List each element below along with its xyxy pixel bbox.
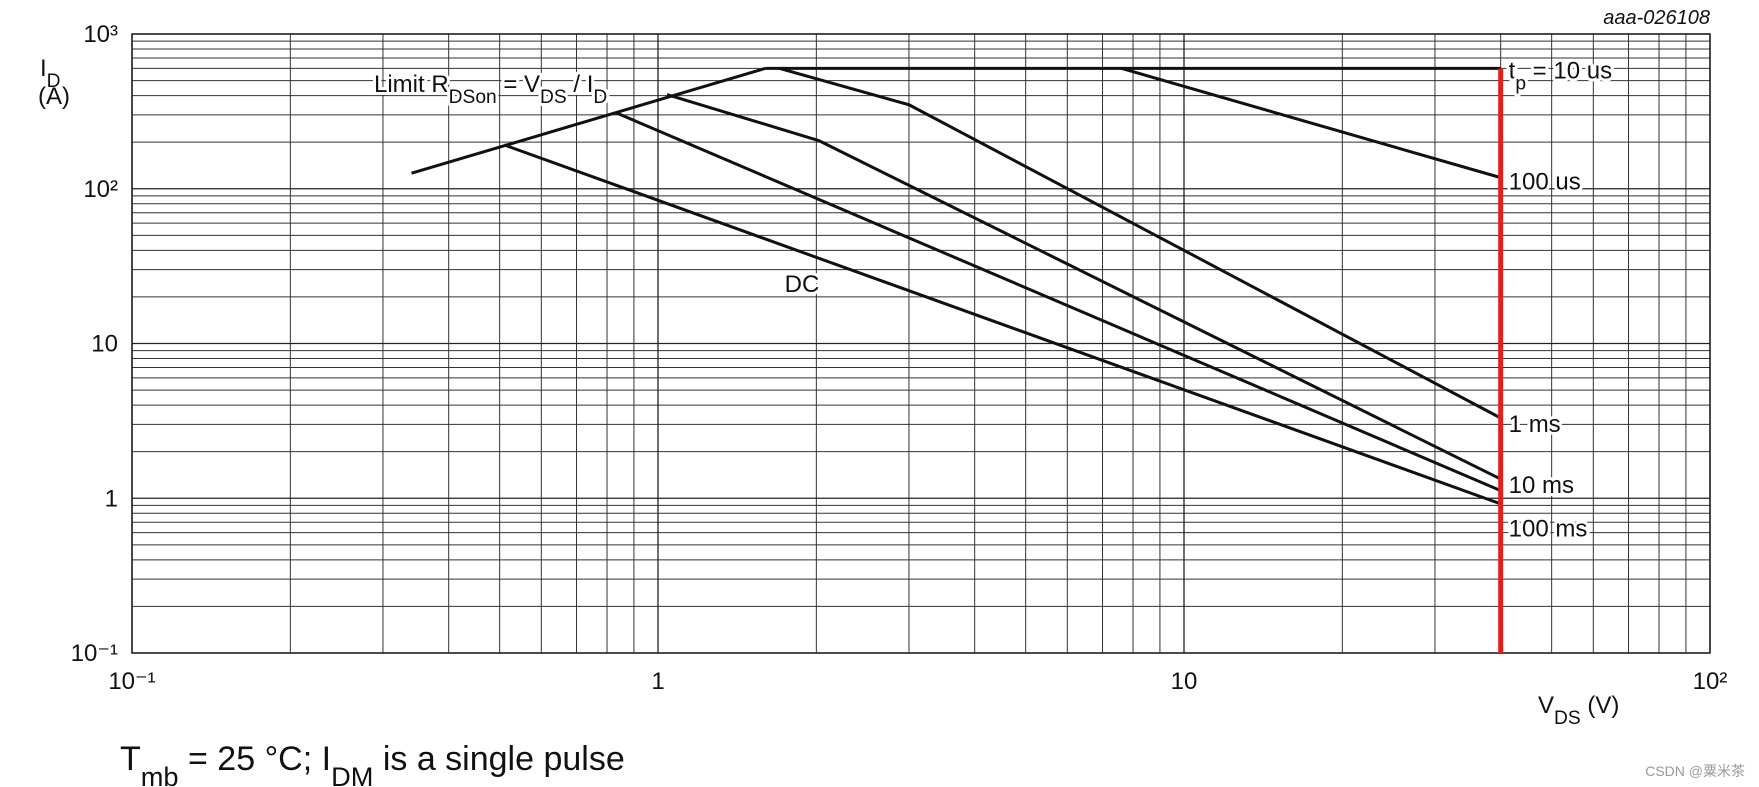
- series-label-part: p: [1515, 73, 1526, 94]
- y-tick-label: 1: [105, 485, 118, 512]
- x-axis-label: VDS (V): [1538, 692, 1619, 729]
- series-line: [503, 143, 1502, 506]
- limit-label-part: = V: [497, 71, 540, 98]
- series-label: 100 us: [1509, 169, 1581, 196]
- limit-label-part: DS: [540, 87, 567, 108]
- series-line: [666, 93, 1502, 481]
- y-tick-label: 10⁻¹: [71, 640, 118, 667]
- caption: Tmb = 25 °C; IDM is a single pulse: [120, 740, 625, 787]
- series-label-part: = 10 us: [1526, 57, 1612, 84]
- series-label: DC: [785, 271, 820, 298]
- y-axis-label: ID (A): [38, 55, 70, 110]
- series-line: [1120, 66, 1502, 180]
- y-axis-label-part: I: [40, 55, 47, 82]
- figure-code: aaa-026108: [1603, 7, 1710, 29]
- x-axis-label-part: DS: [1554, 708, 1581, 729]
- series-label: 100 ms: [1509, 516, 1588, 543]
- caption-part: mb: [141, 761, 179, 787]
- caption-part: DM: [331, 761, 373, 787]
- series-label: tp = 10 us: [1509, 57, 1612, 94]
- limit-label-part: Limit R: [374, 71, 449, 98]
- caption-part: = 25 °C; I: [179, 740, 332, 778]
- y-tick-label: 10²: [83, 176, 118, 203]
- limit-line: [411, 66, 766, 175]
- x-axis-label-part: (V): [1581, 692, 1620, 719]
- limit-label-part: DSon: [449, 87, 497, 108]
- y-axis-label-part: D: [47, 71, 61, 92]
- plot-frame: [131, 33, 1711, 654]
- x-tick-label: 10: [1171, 668, 1198, 695]
- caption-part: is a single pulse: [373, 740, 624, 778]
- limit-label-part: / I: [567, 71, 594, 98]
- watermark: CSDN @粟米茶: [1645, 763, 1745, 779]
- grid: [131, 33, 1711, 654]
- y-tick-label: 10: [91, 331, 118, 358]
- series-label: 1 ms: [1509, 411, 1561, 438]
- limit-label-part: D: [593, 87, 607, 108]
- x-tick-label: 10⁻¹: [108, 668, 155, 695]
- x-tick-label: 10²: [1693, 668, 1728, 695]
- limit-label: Limit RDSon = VDS / ID: [374, 71, 607, 108]
- y-axis-label-part: (A): [38, 83, 70, 110]
- series-label: 10 ms: [1509, 472, 1574, 499]
- x-tick-label: 1: [651, 668, 664, 695]
- series-line: [614, 111, 1502, 493]
- caption-part: T: [120, 740, 141, 778]
- series-line: [778, 66, 1502, 420]
- x-axis-label-part: V: [1538, 692, 1554, 719]
- y-tick-label: 10³: [83, 21, 118, 48]
